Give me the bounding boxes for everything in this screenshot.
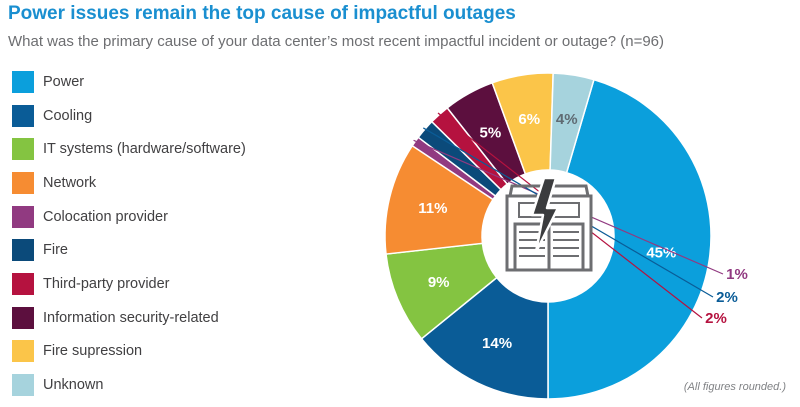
donut-slices xyxy=(384,72,712,400)
legend-swatch xyxy=(12,340,34,363)
legend-swatch xyxy=(12,272,34,295)
slice-label: 9% xyxy=(428,274,450,291)
slice-label: 11% xyxy=(418,200,447,217)
slice-label: 5% xyxy=(480,124,502,141)
legend-swatch xyxy=(12,205,34,228)
legend-item: Unknown xyxy=(12,368,246,402)
slice-unknown xyxy=(549,72,595,174)
legend-item: IT systems (hardware/software) xyxy=(12,132,246,166)
legend-label: Third-party provider xyxy=(43,275,170,292)
data-center-power-icon xyxy=(505,176,593,272)
slice-label: 2% xyxy=(705,310,727,327)
legend-swatch xyxy=(12,374,34,397)
slice-label: 6% xyxy=(518,111,540,128)
legend: Power Cooling IT systems (hardware/softwar… xyxy=(12,65,246,402)
legend-label: Power xyxy=(43,73,85,90)
legend-item: Fire xyxy=(12,233,246,267)
legend-label: IT systems (hardware/software) xyxy=(43,141,246,158)
slice-label: 14% xyxy=(482,335,512,352)
slice-power xyxy=(547,78,712,400)
legend-label: Colocation provider xyxy=(43,208,168,225)
legend-swatch xyxy=(12,239,34,262)
legend-swatch xyxy=(12,70,34,93)
slice-label: 4% xyxy=(556,111,578,128)
legend-swatch xyxy=(12,138,34,161)
rounding-note: (All figures rounded.) xyxy=(683,381,786,393)
legend-item: Third-party provider xyxy=(12,267,246,301)
legend-item: Cooling xyxy=(12,99,246,133)
legend-item: Network xyxy=(12,166,246,200)
legend-label: Unknown xyxy=(43,377,104,394)
legend-label: Cooling xyxy=(43,107,93,124)
legend-label: Information security-related xyxy=(43,309,219,326)
slice-label: 1% xyxy=(726,266,748,283)
slice-label: 45% xyxy=(646,244,676,261)
legend-swatch xyxy=(12,306,34,329)
slice-cooling xyxy=(420,276,549,400)
legend-label: Fire xyxy=(43,242,68,259)
legend-item: Information security-related xyxy=(12,301,246,335)
legend-item: Fire supression xyxy=(12,335,246,369)
chart-subtitle: What was the primary cause of your data … xyxy=(8,33,665,50)
legend-item: Colocation provider xyxy=(12,200,246,234)
legend-swatch xyxy=(12,104,34,127)
legend-swatch xyxy=(12,171,34,194)
slice-label: 2% xyxy=(716,289,738,306)
legend-label: Network xyxy=(43,174,97,191)
legend-label: Fire supression xyxy=(43,343,143,360)
chart-title: Power issues remain the top cause of imp… xyxy=(8,3,516,24)
legend-item: Power xyxy=(12,65,246,99)
